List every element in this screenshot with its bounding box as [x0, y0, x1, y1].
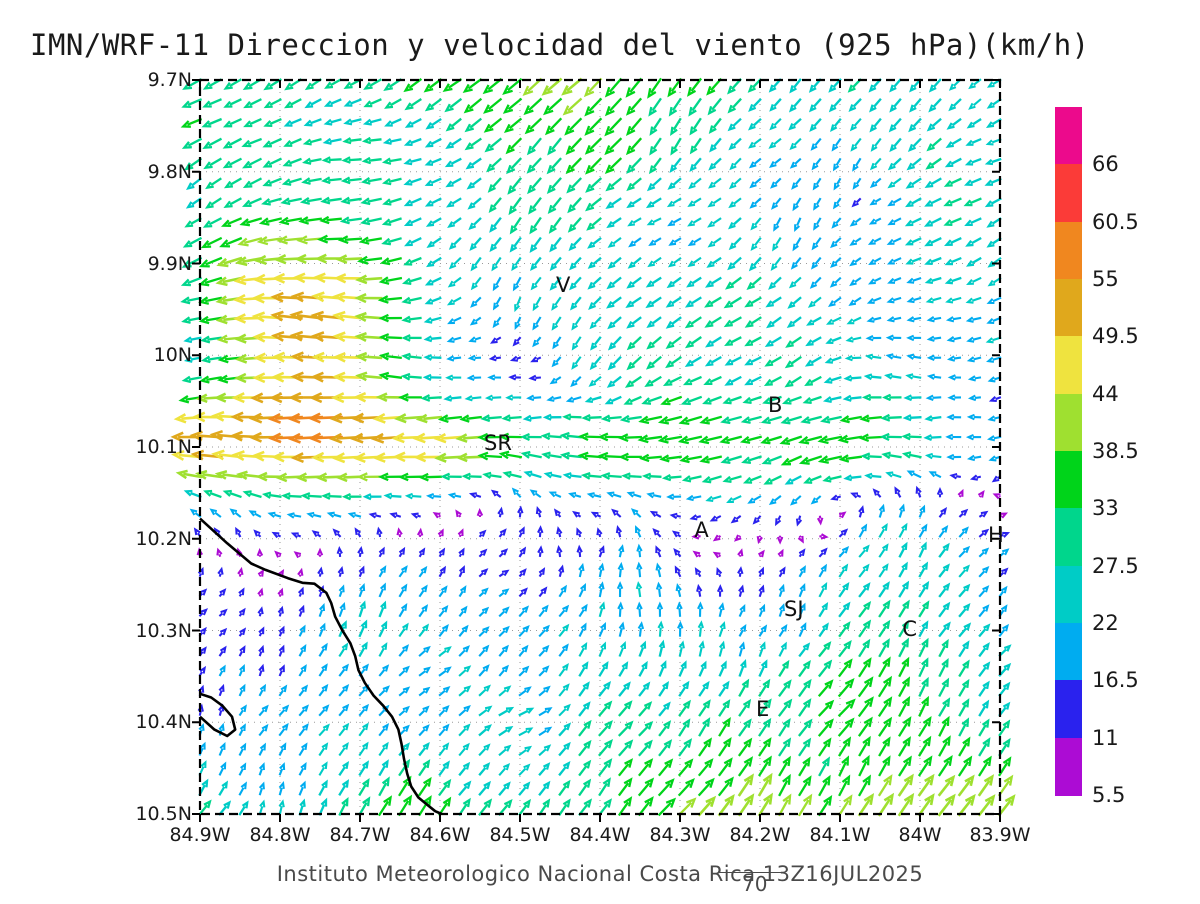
x-axis-tick-label: 84.4W [569, 824, 630, 846]
x-axis-tick-label: 84.7W [329, 824, 390, 846]
colorbar-tick-label: 33 [1092, 496, 1119, 520]
colorbar-band [1055, 738, 1082, 796]
x-axis-tick-label: 84.6W [409, 824, 470, 846]
page-number: 70 [742, 872, 767, 896]
y-axis-tick-label: 9.7N [80, 69, 192, 91]
colorbar-tick-label: 66 [1092, 152, 1119, 176]
y-axis-tick-label: 10.3N [80, 620, 192, 642]
colorbar-band [1055, 279, 1082, 337]
x-axis-tick-label: 84W [899, 824, 942, 846]
colorbar-tick-label: 16.5 [1092, 668, 1139, 692]
colorbar-band [1055, 680, 1082, 738]
map-label-sr: SR [484, 431, 512, 455]
y-axis-tick-label: 9.9N [80, 253, 192, 275]
map-label-h: H [988, 523, 1004, 547]
gridlines [200, 80, 1000, 814]
source-caption: Instituto Meteorologico Nacional Costa R… [0, 862, 1200, 886]
colorbar-tick-label: 60.5 [1092, 210, 1139, 234]
map-label-v: V [556, 273, 570, 297]
colorbar-tick-label: 44 [1092, 382, 1119, 406]
map-label-a: A [694, 518, 708, 542]
colorbar-tick-label: 49.5 [1092, 324, 1139, 348]
map-label-b: B [768, 393, 782, 417]
colorbar-tick-label: 55 [1092, 267, 1119, 291]
colorbar-band [1055, 164, 1082, 222]
colorbar-band [1055, 451, 1082, 509]
colorbar-band [1055, 566, 1082, 624]
colorbar-tick-label: 38.5 [1092, 439, 1139, 463]
colorbar-tick-label: 5.5 [1092, 783, 1125, 807]
plot-frame [192, 80, 1000, 822]
y-axis-tick-label: 10.4N [80, 711, 192, 733]
colorbar-band [1055, 222, 1082, 280]
map-label-c: C [902, 617, 917, 641]
y-axis-tick-label: 10.5N [80, 803, 192, 825]
map-label-e: E [756, 697, 769, 721]
x-axis-tick-label: 84.3W [649, 824, 710, 846]
x-axis-tick-label: 84.5W [489, 824, 550, 846]
x-axis-tick-label: 84.1W [809, 824, 870, 846]
x-axis-tick-label: 83.9W [969, 824, 1030, 846]
x-axis-tick-label: 84.8W [249, 824, 310, 846]
coastline [200, 519, 442, 814]
colorbar-band [1055, 107, 1082, 165]
y-axis-tick-label: 10.1N [80, 436, 192, 458]
y-axis-tick-label: 10.2N [80, 528, 192, 550]
y-axis-tick-label: 10N [80, 344, 192, 366]
colorbar-band [1055, 623, 1082, 681]
colorbar-band [1055, 394, 1082, 452]
colorbar-band [1055, 508, 1082, 566]
map-label-sj: SJ [784, 597, 804, 621]
x-axis-tick-label: 84.2W [729, 824, 790, 846]
colorbar-tick-label: 27.5 [1092, 554, 1139, 578]
x-axis-tick-label: 84.9W [169, 824, 230, 846]
y-axis-tick-label: 9.8N [80, 161, 192, 183]
colorbar-band [1055, 336, 1082, 394]
colorbar-tick-label: 22 [1092, 611, 1119, 635]
wind-vectors [174, 78, 1014, 816]
colorbar-tick-label: 11 [1092, 726, 1119, 750]
